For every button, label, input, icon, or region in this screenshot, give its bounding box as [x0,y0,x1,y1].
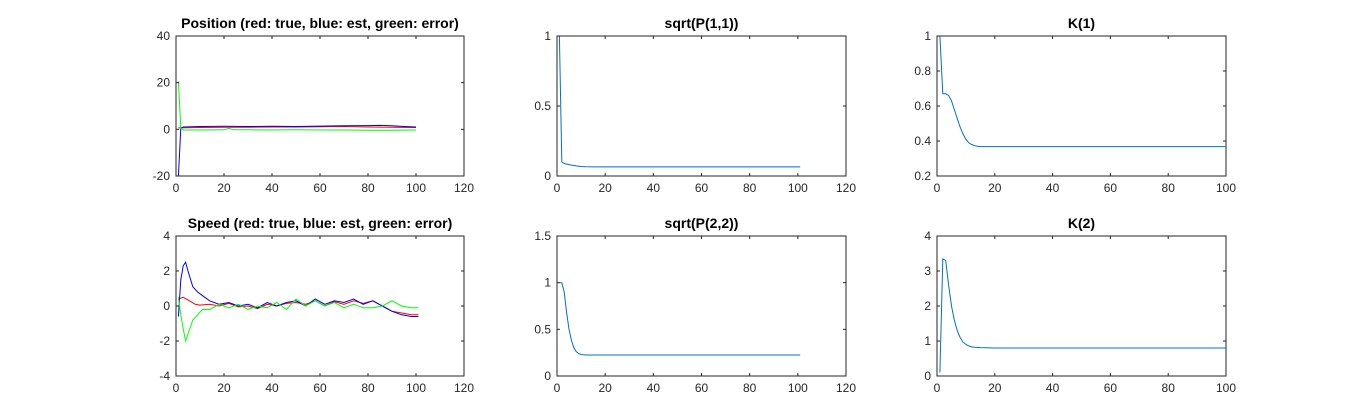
x-tick-label: 40 [647,381,661,395]
x-tick-label: 60 [1104,181,1118,195]
plot-area [936,235,1227,377]
series-line-3 [177,297,419,343]
series-line-1 [939,257,1226,373]
x-tick-label: 80 [743,381,757,395]
y-tick-label: -2 [159,334,170,348]
y-tick-label: 0 [163,122,170,136]
series-line-1 [558,36,801,168]
y-tick-label: 3 [924,264,931,278]
series-line-3 [177,81,417,131]
x-tick-label: 60 [695,381,709,395]
series-line-1 [559,282,801,356]
subplot-title: K(2) [1068,215,1095,231]
y-tick-label: 20 [157,76,171,90]
x-tick-label: 0 [173,181,180,195]
subplot-title: sqrt(P(1,1)) [665,15,739,31]
series-line-2 [177,261,419,317]
x-tick-label: 40 [1046,181,1060,195]
y-tick-label: 0.2 [914,169,931,183]
series-line-1 [939,36,1226,148]
y-tick-label: 1 [924,334,931,348]
x-tick-label: 0 [934,381,941,395]
plot-area [175,35,465,177]
x-tick-label: 100 [788,181,808,195]
y-tick-label: 0 [544,169,551,183]
y-tick-label: 0 [163,299,170,313]
x-tick-label: 40 [265,181,279,195]
plot-area [556,235,847,377]
y-tick-label: 1 [544,29,551,43]
y-tick-label: 0.8 [914,64,931,78]
subplot-title: Position (red: true, blue: est, green: e… [181,15,459,31]
x-tick-label: 20 [598,181,612,195]
x-tick-label: 60 [313,181,327,195]
x-tick-label: 100 [406,181,426,195]
x-tick-label: 100 [1216,381,1236,395]
x-tick-label: 0 [173,381,180,395]
x-tick-label: 20 [217,181,231,195]
x-tick-label: 60 [695,181,709,195]
x-tick-label: 80 [361,381,375,395]
subplot-5: 0 20 40 60 80 100 120 0 0.5 1 1.5 sqrt(P(2,2)) [534,215,856,395]
x-tick-label: 120 [836,381,856,395]
y-tick-label: 4 [924,229,931,243]
y-tick-label: -4 [159,369,170,383]
subplot-6: 0 20 40 60 80 100 0 1 2 3 4 K(2) [924,215,1236,395]
x-tick-label: 80 [361,181,375,195]
subplot-4: 0 20 40 60 80 100 120 -4 -2 0 2 4 Speed (red: true, … [159,215,474,395]
subplot-2: 0 20 40 60 80 100 120 0 0.5 1 sqrt(P(1,1)) [534,15,856,195]
x-tick-label: 100 [788,381,808,395]
subplot-title: sqrt(P(2,2)) [665,215,739,231]
x-tick-label: 0 [934,181,941,195]
y-tick-label: 2 [924,299,931,313]
y-tick-label: 0 [924,369,931,383]
subplot-title: Speed (red: true, blue: est, green: erro… [188,215,453,231]
y-tick-label: 2 [163,264,170,278]
x-tick-label: 40 [1046,381,1060,395]
x-tick-label: 20 [598,381,612,395]
subplot-3: 0 20 40 60 80 100 0.2 0.4 0.6 0.8 1 K(1) [914,15,1236,195]
x-tick-label: 120 [454,181,474,195]
y-tick-label: 1 [924,29,931,43]
y-tick-label: 1.5 [534,229,551,243]
x-tick-label: 20 [217,381,231,395]
y-tick-label: 0.4 [914,134,931,148]
x-tick-label: 40 [647,181,661,195]
plot-area [556,35,847,177]
y-tick-label: 0.6 [914,99,931,113]
x-tick-label: 0 [554,181,561,195]
x-tick-label: 80 [1162,181,1176,195]
x-tick-label: 40 [265,381,279,395]
series-line-2 [177,124,417,176]
y-tick-label: 4 [163,229,170,243]
x-tick-label: 20 [988,181,1002,195]
y-tick-label: 0.5 [534,322,551,336]
x-tick-label: 60 [1104,381,1118,395]
plot-area [936,35,1227,177]
y-tick-label: 1 [544,276,551,290]
x-tick-label: 80 [1162,381,1176,395]
y-tick-label: -20 [153,169,171,183]
x-tick-label: 100 [406,381,426,395]
x-tick-label: 100 [1216,181,1236,195]
x-tick-label: 0 [554,381,561,395]
x-tick-label: 120 [836,181,856,195]
x-tick-label: 120 [454,381,474,395]
subplot-title: K(1) [1068,15,1095,31]
y-tick-label: 0.5 [534,99,551,113]
x-tick-label: 80 [743,181,757,195]
x-tick-label: 20 [988,381,1002,395]
x-tick-label: 60 [313,381,327,395]
y-tick-label: 0 [544,369,551,383]
y-tick-label: 40 [157,29,171,43]
